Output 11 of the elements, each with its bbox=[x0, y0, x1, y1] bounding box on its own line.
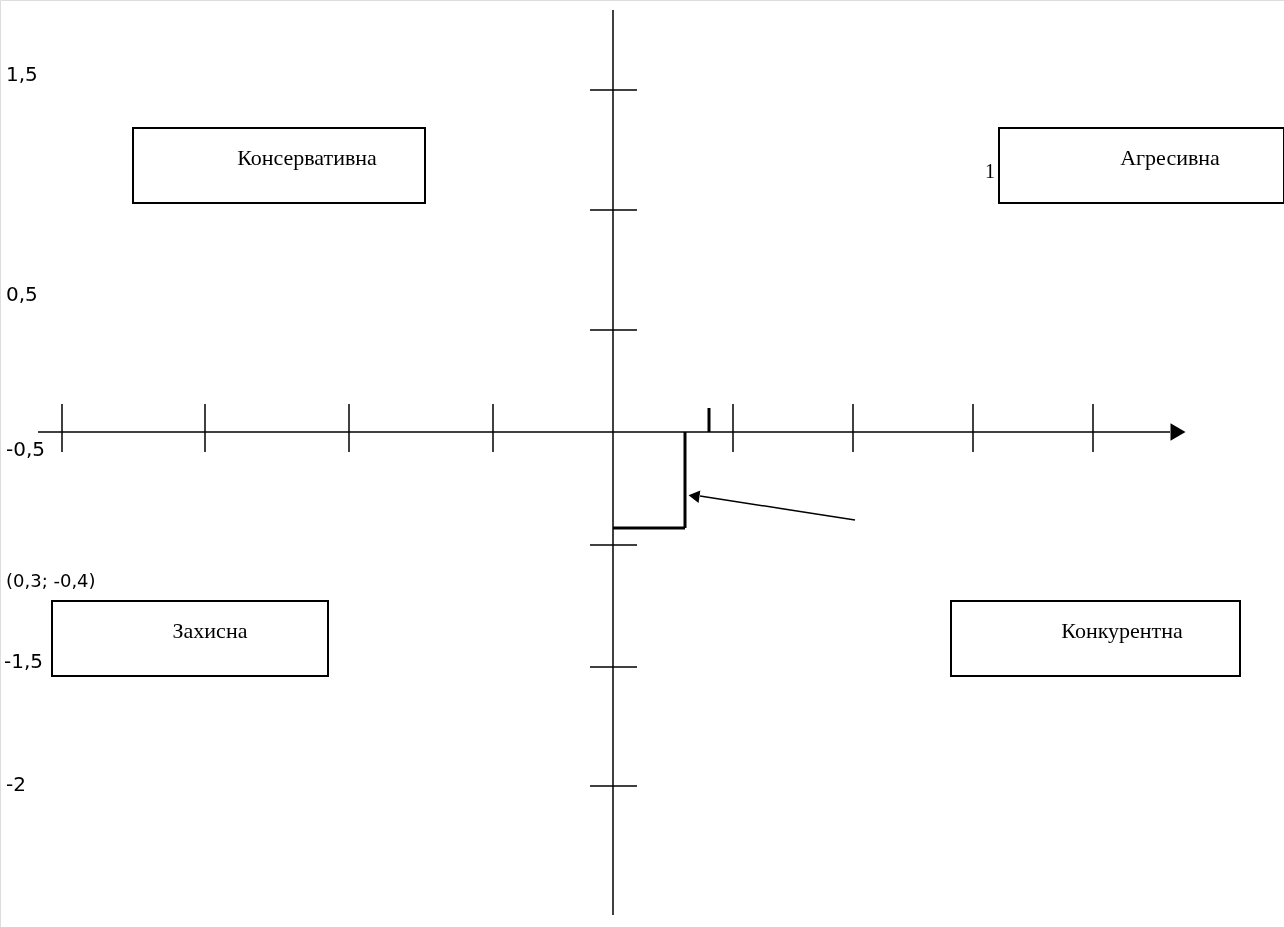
text: 0,5 bbox=[6, 282, 38, 306]
text: -2 bbox=[6, 772, 26, 796]
text: Консервативна bbox=[237, 145, 378, 170]
text: 1,5 bbox=[6, 62, 38, 86]
text: Захисна bbox=[172, 618, 248, 643]
data-label: (0,3; -0,4) bbox=[6, 570, 96, 591]
text: -0,5 bbox=[6, 437, 46, 461]
text: -1,5 bbox=[4, 649, 44, 673]
text: Конкурентна bbox=[1061, 618, 1183, 643]
text: Агресивна bbox=[1120, 145, 1221, 170]
text: 1 bbox=[985, 160, 995, 182]
